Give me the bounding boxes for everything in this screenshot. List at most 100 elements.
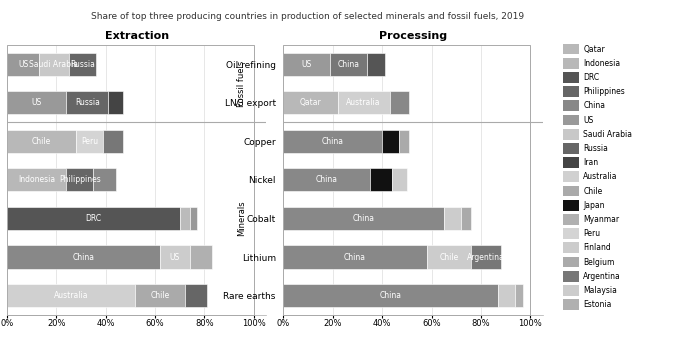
Bar: [426, 245, 471, 268]
Text: Share of top three producing countries in production of selected minerals and fo: Share of top three producing countries i…: [92, 12, 524, 21]
Bar: [7, 91, 66, 115]
Bar: [563, 157, 580, 168]
Bar: [108, 91, 123, 115]
Bar: [471, 245, 500, 268]
Text: China: China: [73, 253, 94, 262]
Bar: [284, 169, 370, 191]
Text: Peru: Peru: [81, 137, 98, 146]
Title: Processing: Processing: [379, 31, 447, 42]
Bar: [461, 207, 471, 230]
Text: Chile: Chile: [150, 291, 169, 300]
Bar: [66, 169, 93, 191]
Bar: [563, 299, 580, 310]
Bar: [7, 245, 160, 268]
Bar: [563, 257, 580, 267]
Bar: [284, 91, 338, 115]
Text: Chile: Chile: [439, 253, 458, 262]
Bar: [7, 53, 39, 76]
Bar: [563, 285, 580, 296]
Text: Qatar: Qatar: [300, 98, 321, 107]
Text: China: China: [322, 137, 344, 146]
Text: Indonesia: Indonesia: [18, 175, 55, 184]
Text: Saudi Arabia: Saudi Arabia: [29, 60, 78, 69]
Bar: [563, 186, 580, 197]
Bar: [93, 169, 116, 191]
Bar: [563, 271, 580, 282]
Bar: [563, 243, 580, 253]
Bar: [563, 115, 580, 126]
Bar: [160, 245, 190, 268]
Text: Minerals: Minerals: [237, 201, 246, 236]
Bar: [563, 214, 580, 225]
Bar: [135, 284, 185, 307]
Text: Qatar: Qatar: [583, 45, 605, 54]
Text: Philippines: Philippines: [59, 175, 101, 184]
Text: China: China: [583, 101, 606, 110]
Bar: [370, 169, 392, 191]
Text: DRC: DRC: [583, 73, 599, 82]
Text: Philippines: Philippines: [583, 87, 625, 96]
Bar: [515, 284, 523, 307]
Text: DRC: DRC: [85, 214, 101, 223]
Bar: [284, 284, 498, 307]
Text: Argentina: Argentina: [583, 272, 621, 281]
Text: Iran: Iran: [583, 158, 598, 167]
Bar: [563, 200, 580, 211]
Text: Russia: Russia: [70, 60, 94, 69]
Bar: [338, 91, 390, 115]
Text: Japan: Japan: [583, 201, 605, 210]
Bar: [563, 129, 580, 140]
Bar: [563, 172, 580, 182]
Text: Belgium: Belgium: [583, 257, 615, 266]
Bar: [7, 169, 66, 191]
Text: US: US: [302, 60, 312, 69]
Bar: [39, 53, 69, 76]
Text: Australia: Australia: [346, 98, 381, 107]
Bar: [284, 53, 330, 76]
Bar: [382, 130, 400, 153]
Bar: [104, 130, 123, 153]
Text: Malaysia: Malaysia: [583, 286, 617, 295]
Text: US: US: [169, 253, 180, 262]
Text: Finland: Finland: [583, 243, 611, 252]
Bar: [563, 72, 580, 83]
Bar: [563, 44, 580, 54]
Text: China: China: [353, 214, 375, 223]
Bar: [563, 143, 580, 154]
Bar: [7, 284, 135, 307]
Bar: [563, 100, 580, 111]
Bar: [444, 207, 461, 230]
Text: Saudi Arabia: Saudi Arabia: [583, 130, 632, 139]
Bar: [7, 207, 180, 230]
Text: Chile: Chile: [583, 186, 603, 195]
Bar: [284, 245, 426, 268]
Bar: [66, 91, 108, 115]
Bar: [284, 207, 444, 230]
Text: Indonesia: Indonesia: [583, 59, 620, 68]
Text: Fossil fuels: Fossil fuels: [237, 61, 246, 107]
Text: Russia: Russia: [75, 98, 99, 107]
Bar: [7, 130, 76, 153]
Text: Argentina: Argentina: [467, 253, 505, 262]
Bar: [563, 86, 580, 97]
Bar: [330, 53, 368, 76]
Text: Myanmar: Myanmar: [583, 215, 620, 224]
Text: Estonia: Estonia: [583, 300, 612, 309]
Bar: [284, 130, 382, 153]
Text: Peru: Peru: [583, 229, 601, 238]
Bar: [190, 207, 197, 230]
Bar: [392, 169, 407, 191]
Bar: [390, 91, 410, 115]
Bar: [400, 130, 410, 153]
Bar: [190, 245, 212, 268]
Bar: [76, 130, 104, 153]
Text: China: China: [380, 291, 402, 300]
Bar: [563, 228, 580, 239]
Text: China: China: [316, 175, 337, 184]
Text: China: China: [338, 60, 360, 69]
Text: Australia: Australia: [583, 172, 617, 181]
Bar: [185, 284, 207, 307]
Text: Australia: Australia: [54, 291, 88, 300]
Bar: [180, 207, 190, 230]
Text: Russia: Russia: [583, 144, 608, 153]
